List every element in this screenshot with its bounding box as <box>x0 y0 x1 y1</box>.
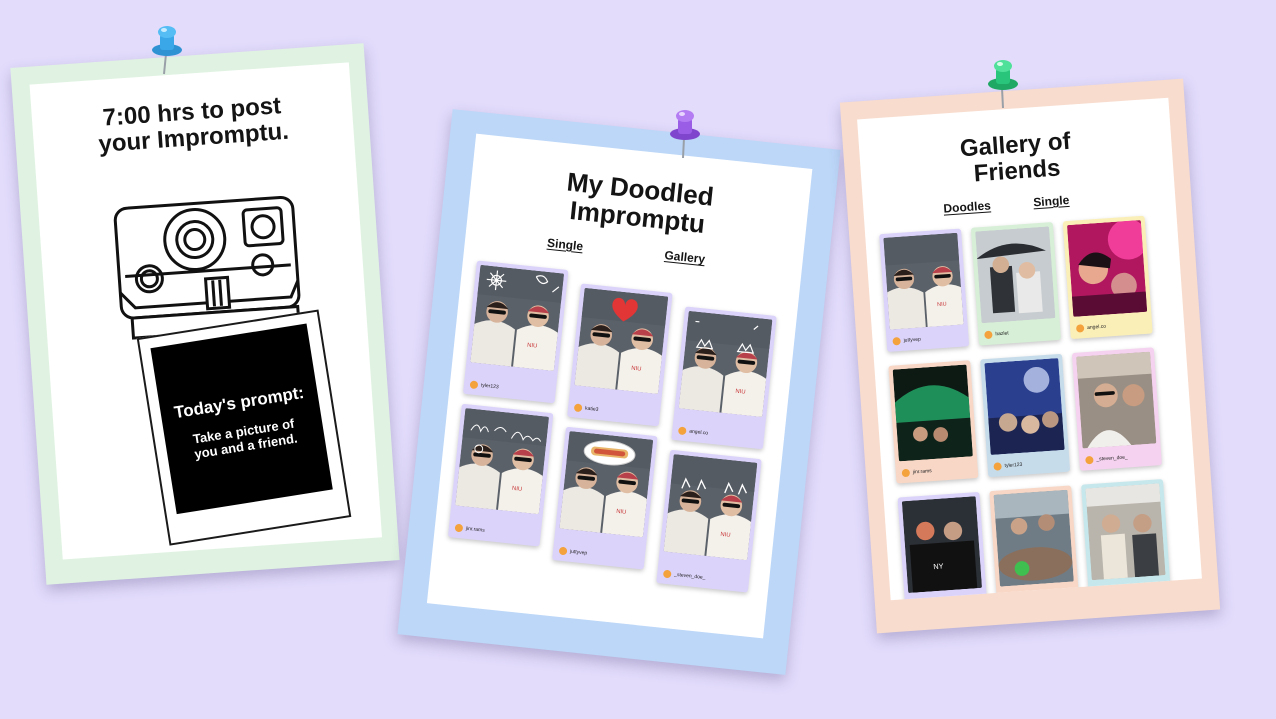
avatar <box>469 380 479 390</box>
svg-text:NIU: NIU <box>512 486 523 493</box>
friend-photo-card[interactable]: hazlet <box>970 222 1061 346</box>
friend-photo-card[interactable]: _steven_doe_ <box>1071 347 1162 471</box>
avatar <box>1085 455 1094 465</box>
tab-single[interactable]: Single <box>1032 192 1070 210</box>
avatar <box>892 336 901 346</box>
svg-text:NIU: NIU <box>527 343 538 350</box>
prompt-photo: Today's prompt: Take a picture of you an… <box>150 323 333 515</box>
svg-text:NIU: NIU <box>631 366 642 373</box>
friend-photo-card[interactable]: tyler123 <box>980 353 1071 478</box>
gallery-title: Gallery of Friends <box>859 122 1174 195</box>
photo-author: tyler123 <box>993 461 1023 471</box>
gallery-screen: Gallery of Friends Doodles Single NIU jut… <box>857 97 1202 601</box>
friend-photo <box>984 358 1065 455</box>
photo-author: jinr.rams <box>901 467 932 478</box>
prompt-text: Take a picture of you and a friend. <box>191 415 299 462</box>
doodled-title: My Doodled Impromptu <box>468 158 810 249</box>
svg-text:NIU: NIU <box>720 532 731 539</box>
doodled-photo: NIU <box>559 431 654 538</box>
friend-photo <box>1085 483 1166 581</box>
photo-author: jinr.rams <box>454 523 486 535</box>
photo-author: _steven_doe_ <box>662 569 706 582</box>
doodled-photo: NIU <box>574 287 669 395</box>
doodled-photo-card[interactable]: NIU juttyvep <box>552 426 658 570</box>
doodled-photo-card[interactable]: NIU angel.co <box>671 306 777 450</box>
friend-photo-card[interactable] <box>989 485 1080 601</box>
photo-author: katie3 <box>573 403 599 414</box>
gallery-of-friends-card[interactable]: Gallery of Friends Doodles Single NIU jut… <box>839 78 1221 634</box>
avatar <box>1075 324 1085 333</box>
doodled-photo-card[interactable]: NIU _steven_doe_ <box>656 449 762 593</box>
friend-photo-card[interactable]: angel.co <box>1062 215 1153 340</box>
username: tyler123 <box>480 382 499 391</box>
photo-author: angel.co <box>1075 323 1107 333</box>
avatar <box>662 569 672 579</box>
avatar <box>558 546 568 556</box>
friends-photo-grid: NIU juttyvep hazlet angel.co jinr.rams tyler1… <box>879 215 1172 601</box>
photo-author: angel.co <box>677 426 709 437</box>
instant-camera-icon <box>107 176 320 379</box>
green-pushpin-icon <box>986 58 1020 115</box>
timer-screen: 7:00 hrs to post your Impromptu. <box>29 62 383 560</box>
timer-title: 7:00 hrs to post your Impromptu. <box>31 88 354 162</box>
doodled-screen: My Doodled Impromptu Single Gallery NIU t… <box>426 133 813 639</box>
username: jinr.rams <box>912 468 932 476</box>
doodled-photo: NIU <box>455 408 550 515</box>
photo-author: hazlet <box>984 329 1009 340</box>
username: jinr.rams <box>465 525 485 534</box>
friend-photo-card[interactable] <box>1081 479 1172 601</box>
avatar <box>677 426 687 436</box>
avatar <box>573 403 583 413</box>
doodled-photo: NIU <box>678 310 773 418</box>
friend-photo: NY <box>901 496 983 594</box>
tab-single[interactable]: Single <box>546 235 584 254</box>
photo-author: juttyvep <box>558 546 588 558</box>
purple-pushpin-icon <box>668 108 702 165</box>
impromptu-timer-card[interactable]: 7:00 hrs to post your Impromptu. <box>10 43 400 585</box>
svg-text:NIU: NIU <box>937 301 947 308</box>
tab-doodles[interactable]: Doodles <box>943 198 992 216</box>
photo-author: tyler123 <box>469 380 499 391</box>
username: angel.co <box>688 428 709 437</box>
friend-photo: NIU <box>883 232 964 330</box>
prompt-photo-card: Today's prompt: Take a picture of you an… <box>136 309 352 546</box>
doodled-photo-grid: NIU tyler123 NIU katie3 NIU angel.co NIU jinr.r… <box>447 260 779 593</box>
friend-photo-card[interactable]: NY <box>897 491 988 601</box>
username: juttyvep <box>903 336 922 344</box>
username: juttyvep <box>569 548 588 557</box>
doodled-photo: NIU <box>663 454 758 561</box>
doodled-photo-card[interactable]: NIU tyler123 <box>462 260 569 404</box>
avatar <box>454 523 464 533</box>
doodled-impromptu-card[interactable]: My Doodled Impromptu Single Gallery NIU t… <box>397 109 841 675</box>
avatar <box>901 468 911 478</box>
username: tyler123 <box>1004 461 1023 470</box>
doodled-photo: NIU <box>470 264 565 372</box>
friend-photo-card[interactable]: jinr.rams <box>888 360 979 484</box>
blue-pushpin-icon <box>150 24 184 81</box>
username: _steven_doe_ <box>1096 454 1128 463</box>
friend-photo <box>975 226 1056 324</box>
friend-photo <box>1066 219 1148 317</box>
avatar <box>984 330 993 340</box>
svg-text:NIU: NIU <box>735 389 746 396</box>
doodled-photo-card[interactable]: NIU katie3 <box>567 283 673 427</box>
photo-author: _steven_doe_ <box>1085 453 1128 465</box>
username: _steven_doe_ <box>673 571 706 582</box>
username: katie3 <box>584 405 599 413</box>
svg-text:NIU: NIU <box>616 509 627 516</box>
doodled-photo-card[interactable]: NIU jinr.rams <box>447 403 554 547</box>
username: angel.co <box>1086 323 1107 331</box>
friend-photo-card[interactable]: NIU juttyvep <box>879 228 970 352</box>
friend-photo <box>993 489 1074 587</box>
friend-photo <box>1076 351 1157 449</box>
tab-gallery[interactable]: Gallery <box>663 248 706 267</box>
friend-photo <box>892 364 973 462</box>
svg-text:NY: NY <box>933 561 944 571</box>
avatar <box>993 462 1002 471</box>
username: hazlet <box>995 330 1009 338</box>
gallery-title-line2: Friends <box>972 154 1062 188</box>
photo-author: juttyvep <box>892 336 921 346</box>
